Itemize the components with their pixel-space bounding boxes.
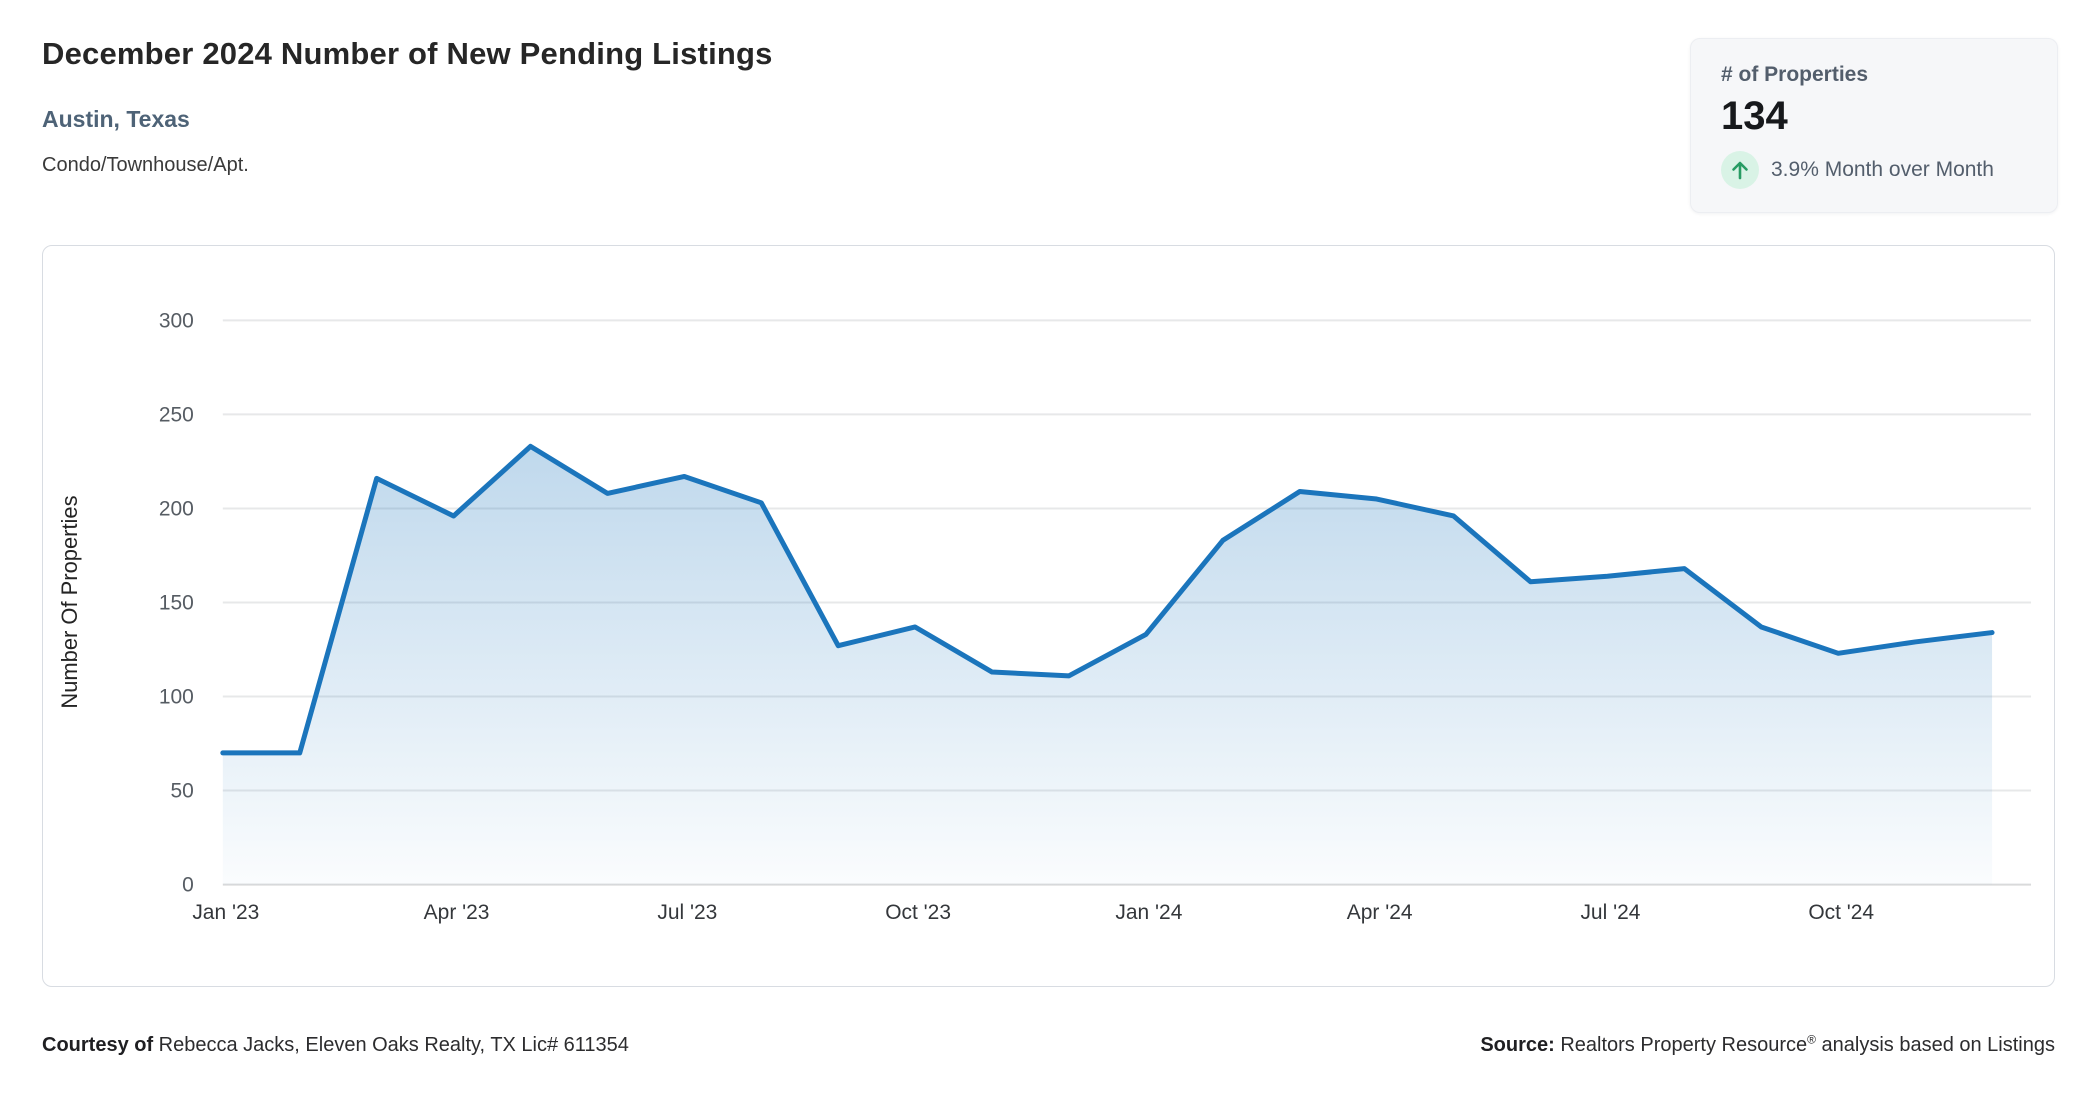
svg-text:Jan '23: Jan '23 <box>192 901 259 924</box>
y-axis-labels: 0 50 100 150 200 250 300 <box>159 309 194 896</box>
area-fill <box>222 446 1993 885</box>
svg-text:150: 150 <box>159 591 194 614</box>
trend-row: 3.9% Month over Month <box>1721 151 2027 189</box>
x-axis-labels: Jan '23 Apr '23 Jul '23 Oct '23 Jan '24 Apr '… <box>192 901 1874 924</box>
footer: Courtesy of Rebecca Jacks, Eleven Oaks R… <box>42 1032 2055 1057</box>
svg-text:Jul '23: Jul '23 <box>657 901 717 924</box>
property-type-label: Condo/Townhouse/Apt. <box>42 154 249 176</box>
trend-up-icon <box>1721 151 1759 189</box>
source-text: Source: Realtors Property Resource® anal… <box>1480 1032 2055 1056</box>
chart-card: 0 50 100 150 200 250 300 Jan '23 Apr '23 Jul '23… <box>42 245 2055 987</box>
svg-text:100: 100 <box>159 686 194 709</box>
courtesy-text: Courtesy of Rebecca Jacks, Eleven Oaks R… <box>42 1034 629 1056</box>
stat-value: 134 <box>1721 94 1788 138</box>
svg-text:250: 250 <box>159 403 194 426</box>
svg-text:Oct '23: Oct '23 <box>885 901 951 924</box>
svg-text:Jan '24: Jan '24 <box>1115 901 1182 924</box>
svg-text:50: 50 <box>171 780 194 803</box>
svg-text:0: 0 <box>182 874 194 897</box>
y-axis-title: Number Of Properties <box>57 495 82 708</box>
svg-text:Jul '24: Jul '24 <box>1580 901 1640 924</box>
stat-card: # of Properties 134 3.9% Month over Mont… <box>1690 38 2058 213</box>
trend-text: 3.9% Month over Month <box>1771 158 1994 181</box>
data-line <box>220 443 1995 756</box>
svg-text:300: 300 <box>159 309 194 332</box>
stat-label: # of Properties <box>1721 63 1869 86</box>
svg-text:Apr '24: Apr '24 <box>1347 901 1413 924</box>
page-subtitle: Austin, Texas <box>42 106 190 132</box>
svg-text:Oct '24: Oct '24 <box>1808 901 1874 924</box>
page-title: December 2024 Number of New Pending List… <box>42 36 773 71</box>
svg-text:200: 200 <box>159 497 194 520</box>
svg-text:Apr '23: Apr '23 <box>424 901 490 924</box>
line-chart: 0 50 100 150 200 250 300 Jan '23 Apr '23 Jul '23… <box>57 309 2032 924</box>
